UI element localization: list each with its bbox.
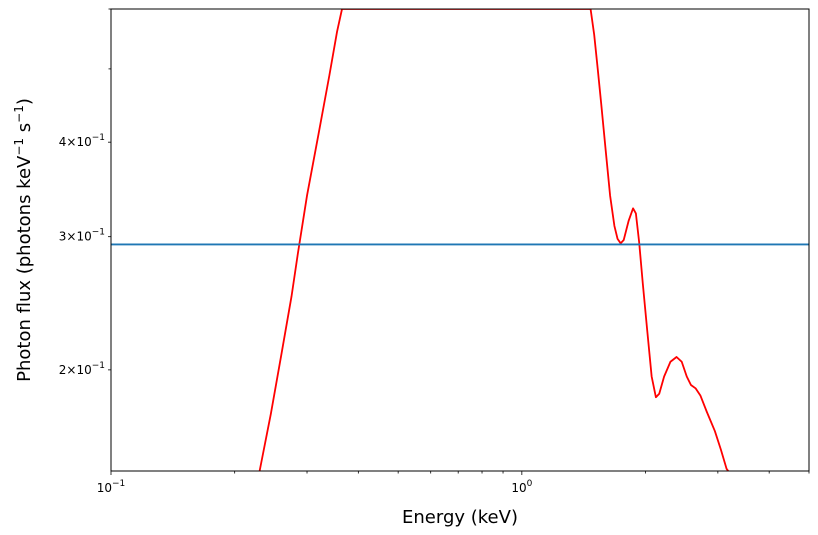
- y-tick-label: 3×10−1: [59, 228, 105, 244]
- y-axis-title-main: Photon flux (photons keV: [14, 155, 35, 382]
- series-layer: [111, 9, 809, 471]
- y-axis-title-end: ): [14, 98, 35, 105]
- x-tick-label: 10−1: [97, 479, 126, 495]
- y-axis-title-sup2: −1: [12, 105, 26, 123]
- x-tick-label: 100: [511, 479, 532, 495]
- y-tick-label: 2×10−1: [59, 361, 105, 377]
- y-axis-title: Photon flux (photons keV−1 s−1): [12, 98, 35, 382]
- y-tick-label: 4×10−1: [59, 133, 105, 149]
- y-axis-title-sup1: −1: [12, 138, 26, 156]
- ticks-layer: 10−1 100 2×10−1 3×10−1 4×10−1: [59, 8, 810, 495]
- x-axis-title: Energy (keV): [402, 507, 518, 528]
- series-line-0: [258, 9, 729, 471]
- plot-frame: [110, 8, 810, 472]
- y-axis-title-mid: s: [14, 123, 35, 138]
